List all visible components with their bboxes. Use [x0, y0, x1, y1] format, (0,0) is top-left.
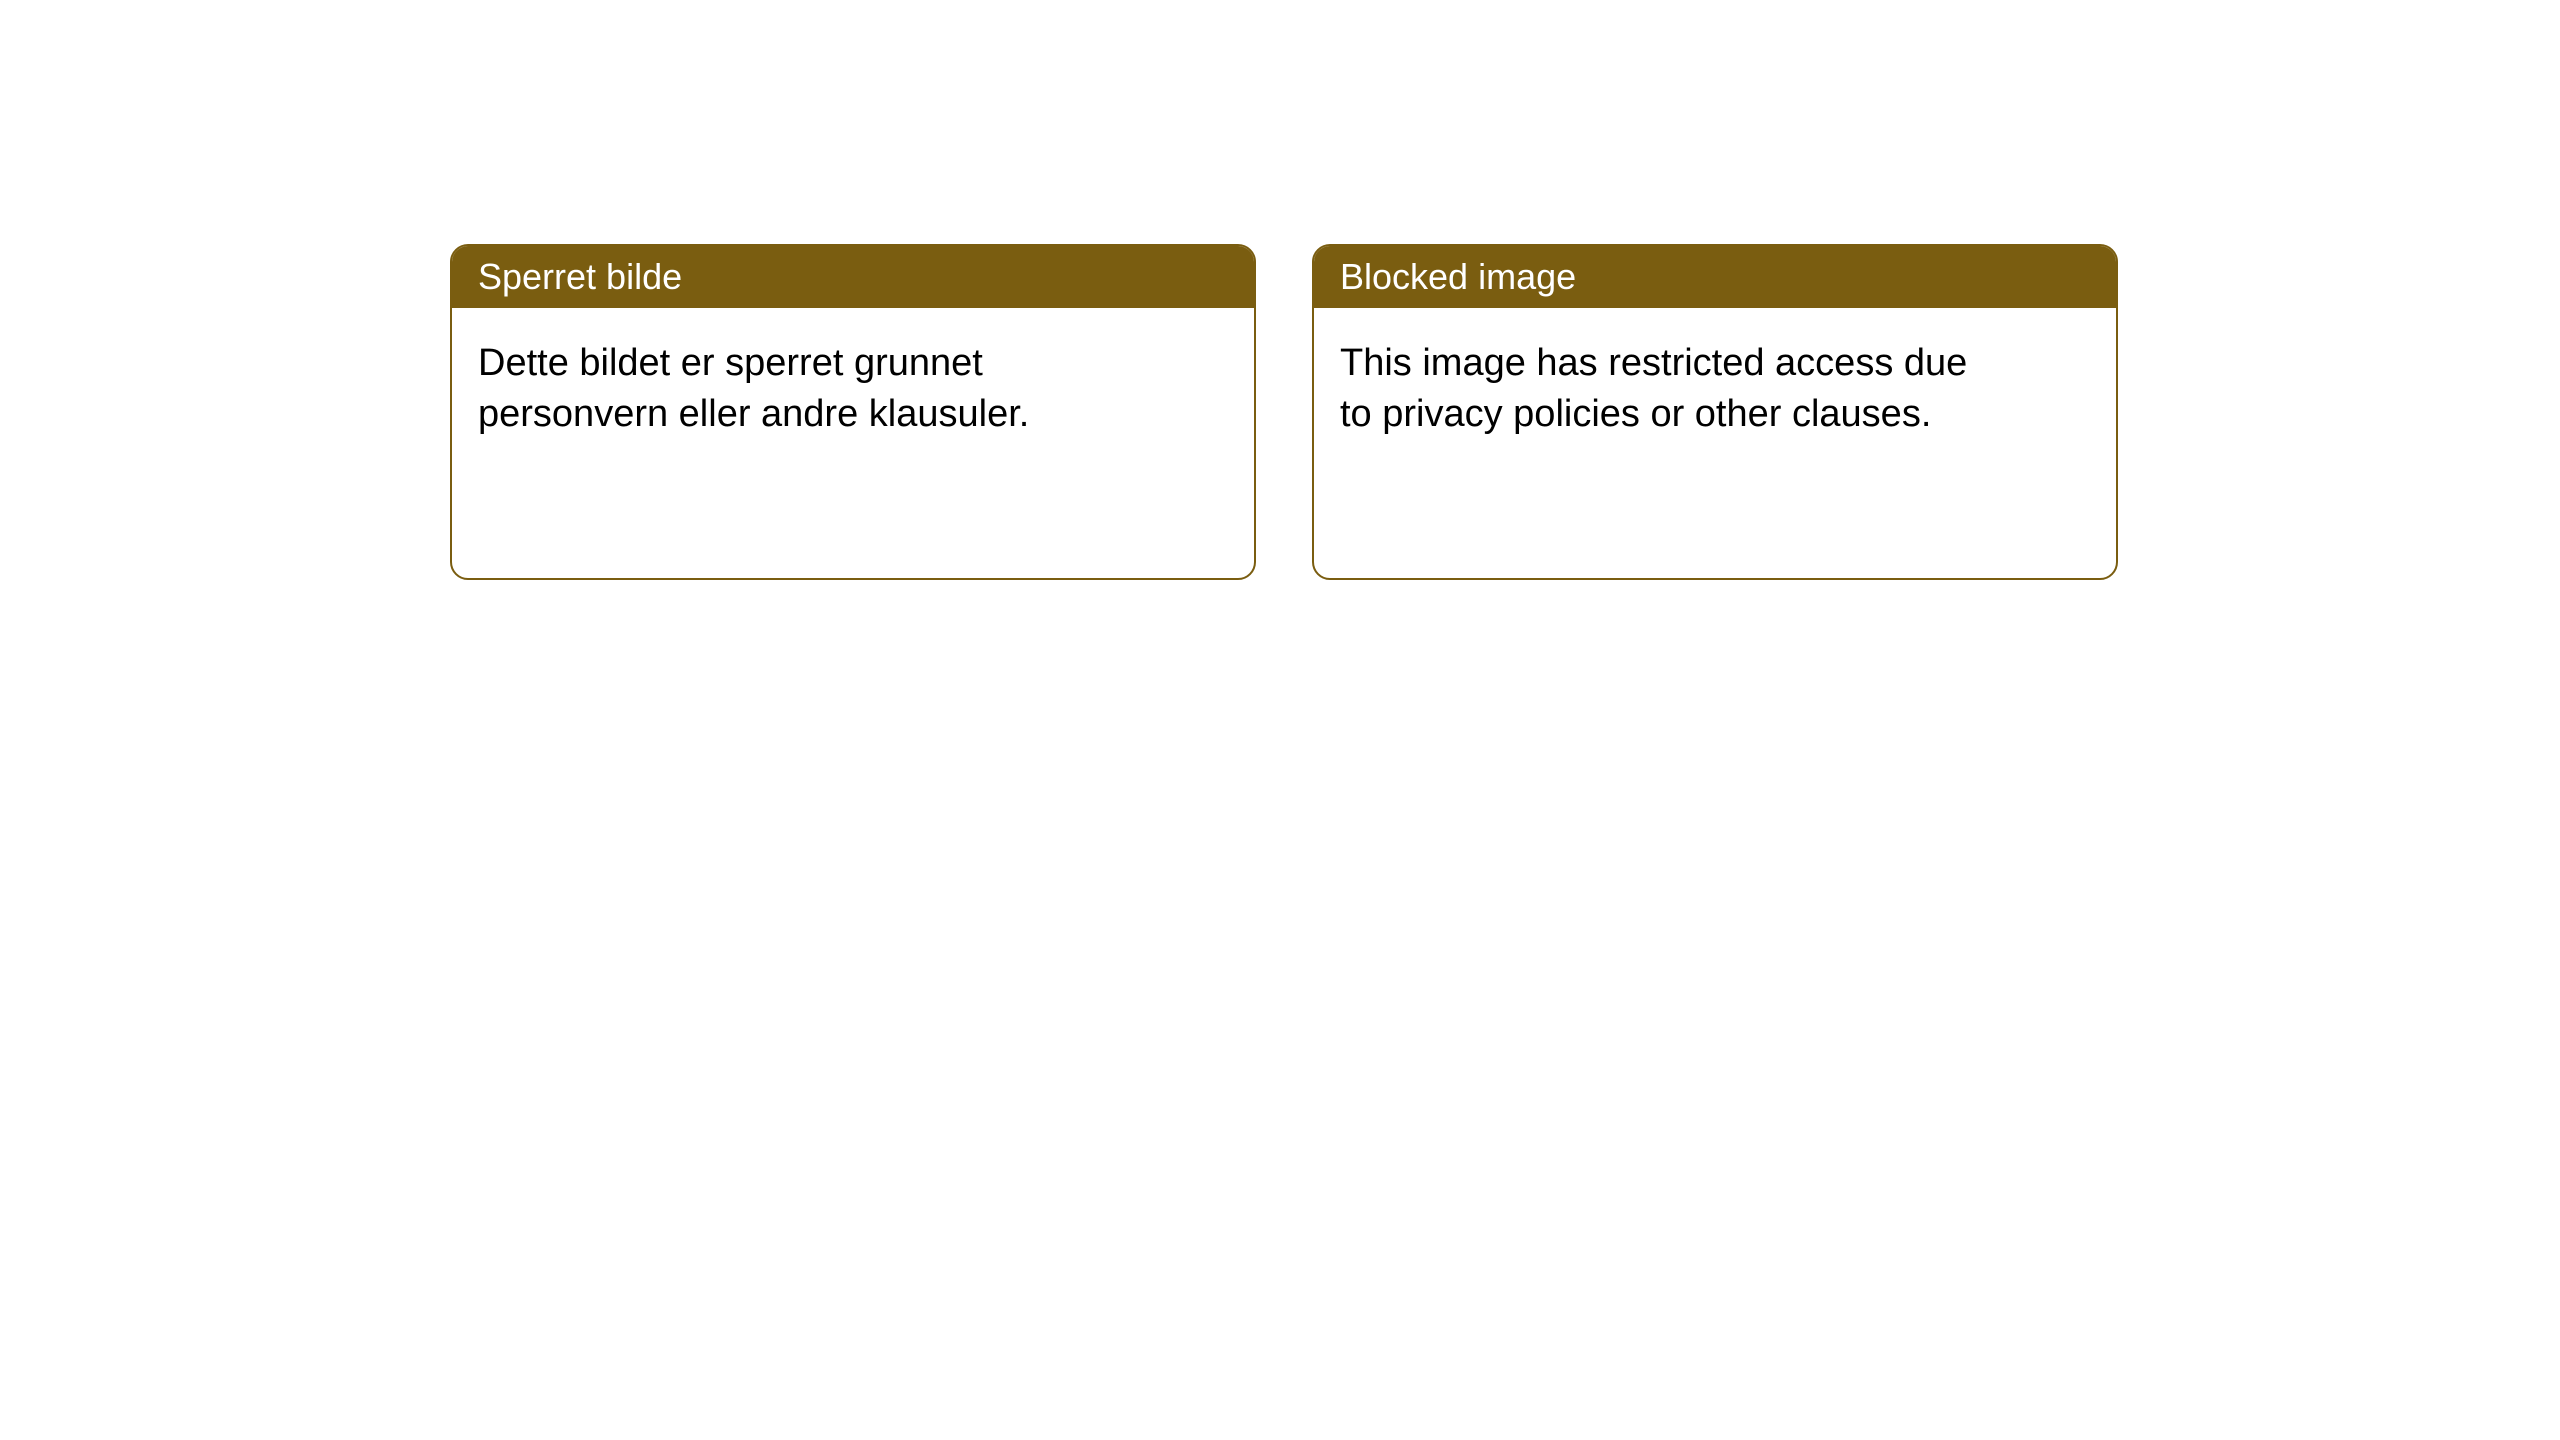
notice-body-text: Dette bildet er sperret grunnet personve… [478, 338, 1118, 441]
notice-body: This image has restricted access due to … [1314, 308, 2116, 578]
notice-title-text: Blocked image [1340, 256, 1576, 297]
notice-title: Sperret bilde [452, 246, 1254, 308]
notice-body-text: This image has restricted access due to … [1340, 338, 1980, 441]
notice-container: Sperret bilde Dette bildet er sperret gr… [0, 0, 2560, 580]
notice-card-english: Blocked image This image has restricted … [1312, 244, 2118, 580]
notice-title-text: Sperret bilde [478, 256, 682, 297]
notice-card-norwegian: Sperret bilde Dette bildet er sperret gr… [450, 244, 1256, 580]
notice-body: Dette bildet er sperret grunnet personve… [452, 308, 1254, 578]
notice-title: Blocked image [1314, 246, 2116, 308]
